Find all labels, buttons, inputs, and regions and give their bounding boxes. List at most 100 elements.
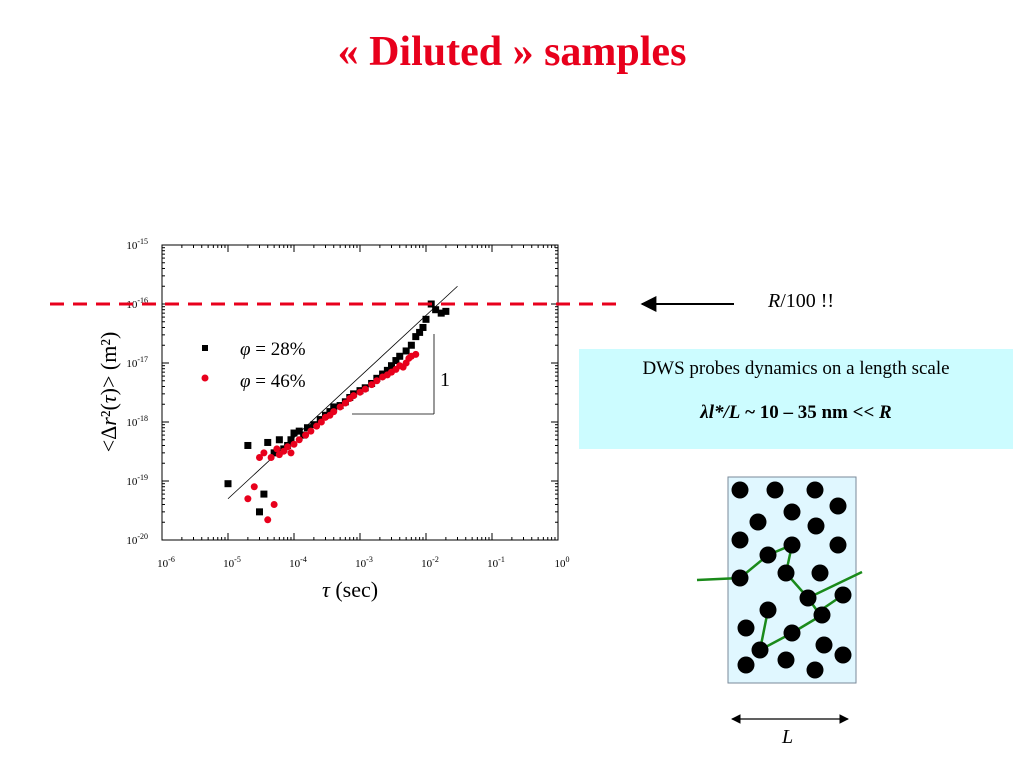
y-axis-label: <Δr²(τ)> (m²) bbox=[96, 332, 121, 453]
x-tick-label: 10-2 bbox=[421, 555, 439, 570]
particle bbox=[766, 481, 784, 499]
particle bbox=[829, 497, 847, 515]
data-point-circle bbox=[317, 418, 325, 426]
data-point-square bbox=[303, 424, 311, 432]
particle bbox=[731, 531, 749, 549]
data-point-circle bbox=[412, 350, 420, 358]
data-point-square bbox=[295, 427, 303, 435]
particle bbox=[749, 513, 767, 531]
particle bbox=[806, 481, 824, 499]
legend-marker-phi-28 bbox=[202, 345, 208, 351]
data-point-circle bbox=[267, 454, 275, 462]
data-point-circle bbox=[368, 381, 376, 389]
particle bbox=[783, 536, 801, 554]
particle bbox=[759, 546, 777, 564]
series-phi-46 bbox=[244, 350, 420, 524]
particle bbox=[777, 651, 795, 669]
particle bbox=[777, 564, 795, 582]
particle bbox=[813, 606, 831, 624]
particle bbox=[799, 589, 817, 607]
data-point-square bbox=[290, 429, 298, 437]
particle bbox=[783, 503, 801, 521]
data-point-square bbox=[419, 323, 427, 331]
data-point-square bbox=[422, 315, 430, 323]
x-tick-label: 10-5 bbox=[223, 555, 241, 570]
data-point-circle bbox=[313, 422, 321, 430]
dws-line1: DWS probes dynamics on a length scale bbox=[642, 358, 950, 379]
data-point-square bbox=[392, 357, 400, 365]
fit-line bbox=[227, 285, 458, 500]
particle bbox=[834, 586, 852, 604]
data-point-square bbox=[402, 347, 410, 355]
data-point-circle bbox=[302, 431, 310, 439]
data-point-circle bbox=[273, 445, 281, 453]
data-point-square bbox=[396, 352, 404, 360]
data-point-square bbox=[442, 307, 450, 315]
data-point-square bbox=[387, 362, 395, 370]
x-tick-label: 10-3 bbox=[355, 555, 373, 570]
data-point-square bbox=[255, 508, 263, 516]
data-point-circle bbox=[307, 427, 315, 435]
particle bbox=[737, 656, 755, 674]
data-point-circle bbox=[295, 436, 303, 444]
legend-marker-phi-46 bbox=[201, 374, 209, 382]
data-point-circle bbox=[270, 500, 278, 508]
x-axis-label: τ (sec) bbox=[322, 577, 378, 602]
lambda-symbol: λ bbox=[700, 402, 709, 423]
data-point-square bbox=[407, 341, 415, 349]
x-tick-label: 10-6 bbox=[157, 555, 175, 570]
data-point-circle bbox=[373, 377, 381, 385]
data-point-square bbox=[432, 306, 440, 314]
data-point-circle bbox=[356, 388, 364, 396]
r-symbol: R bbox=[768, 290, 781, 312]
data-point-square bbox=[326, 408, 334, 416]
data-point-square bbox=[270, 449, 278, 457]
legend-label-phi-28: φ = 28% bbox=[240, 339, 306, 360]
scattering-path bbox=[758, 609, 823, 653]
x-tick-label: 100 bbox=[555, 555, 570, 570]
data-point-square bbox=[412, 333, 420, 341]
data-point-circle bbox=[284, 443, 292, 451]
data-point-circle bbox=[361, 385, 369, 393]
slide-title: « Diluted » samples bbox=[337, 29, 687, 75]
data-point-circle bbox=[260, 449, 268, 457]
data-point-circle bbox=[336, 403, 344, 411]
x-tick-label: 10-4 bbox=[289, 555, 307, 570]
r-over-100-label: R/100 !! bbox=[768, 290, 834, 313]
y-tick-label: 10-15 bbox=[126, 237, 148, 252]
data-point-square bbox=[275, 436, 283, 444]
data-point-circle bbox=[290, 440, 298, 448]
data-point-square bbox=[437, 309, 445, 317]
data-point-circle bbox=[341, 399, 349, 407]
data-point-circle bbox=[250, 483, 258, 491]
data-point-square bbox=[264, 438, 272, 446]
data-point-square bbox=[244, 441, 252, 449]
particle bbox=[759, 601, 777, 619]
y-tick-label: 10-19 bbox=[126, 473, 148, 488]
particle bbox=[834, 646, 852, 664]
data-point-circle bbox=[287, 449, 295, 457]
data-point-square bbox=[330, 403, 338, 411]
particle bbox=[811, 564, 829, 582]
particle bbox=[751, 641, 769, 659]
data-point-square bbox=[383, 366, 391, 374]
dws-info-box: DWS probes dynamics on a length scale λl… bbox=[579, 349, 1013, 449]
dws-line2-r: R bbox=[879, 402, 892, 423]
particle bbox=[829, 536, 847, 554]
data-point-circle bbox=[330, 408, 338, 416]
y-tick-label: 10-17 bbox=[126, 355, 148, 370]
particle bbox=[815, 636, 833, 654]
particle bbox=[783, 624, 801, 642]
data-point-circle bbox=[350, 392, 358, 400]
data-point-circle bbox=[244, 495, 252, 503]
y-tick-label: 10-18 bbox=[126, 414, 148, 429]
data-point-square bbox=[260, 490, 268, 498]
particle bbox=[807, 517, 825, 535]
particle bbox=[737, 619, 755, 637]
length-label: L bbox=[782, 726, 794, 748]
particle bbox=[806, 661, 824, 679]
y-tick-label: 10-20 bbox=[126, 532, 148, 547]
data-point-circle bbox=[255, 454, 263, 462]
slope-label: 1 bbox=[440, 369, 450, 391]
particle bbox=[731, 481, 749, 499]
